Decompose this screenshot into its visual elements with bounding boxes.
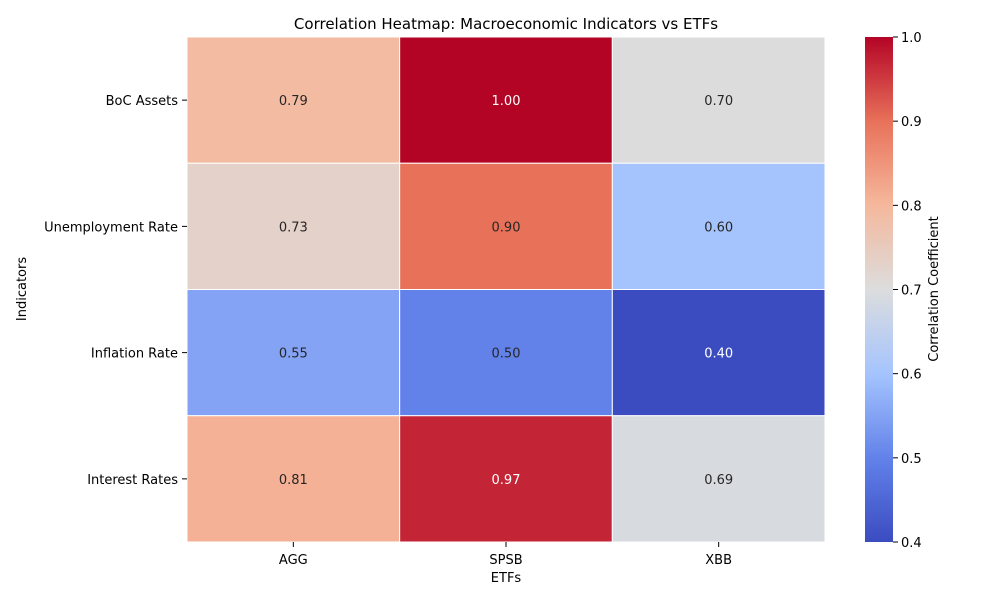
cell-value-label: 0.40 bbox=[704, 347, 733, 362]
heatmap-cell bbox=[186, 289, 401, 417]
x-axis-ticks: AGG SPSB XBB bbox=[279, 542, 732, 568]
heatmap-cells bbox=[186, 36, 826, 543]
colorbar bbox=[865, 37, 893, 542]
heatmap-cell bbox=[611, 415, 826, 543]
heatmap-cell bbox=[186, 36, 401, 164]
cell-value-label: 1.00 bbox=[492, 94, 521, 109]
heatmap-cell bbox=[399, 162, 613, 290]
colorbar-tick-label: 0.8 bbox=[901, 199, 922, 214]
heatmap-cell-labels: 0.79 1.00 0.70 0.73 0.90 0.60 0.55 0.50 0.40 0.81… bbox=[279, 94, 733, 488]
heatmap-cell bbox=[399, 289, 613, 417]
cell-value-label: 0.50 bbox=[492, 347, 521, 362]
x-tick-label: AGG bbox=[279, 553, 308, 568]
x-tick-label: XBB bbox=[705, 553, 732, 568]
y-tick-label: BoC Assets bbox=[106, 94, 179, 109]
heatmap-cell bbox=[186, 415, 401, 543]
heatmap-cell bbox=[186, 162, 401, 290]
y-tick-label: Interest Rates bbox=[87, 473, 178, 488]
colorbar-ticks: 0.4 0.5 0.6 0.7 0.8 0.9 1.0 bbox=[893, 31, 922, 551]
colorbar-tick-label: 1.0 bbox=[901, 31, 922, 46]
y-axis-label: Indicators bbox=[15, 257, 30, 321]
colorbar-label: Correlation Coefficient bbox=[927, 216, 942, 362]
cell-value-label: 0.69 bbox=[704, 473, 733, 488]
cell-value-label: 0.97 bbox=[492, 473, 521, 488]
heatmap-cell bbox=[399, 36, 613, 164]
colorbar-tick-label: 0.7 bbox=[901, 284, 922, 299]
cell-value-label: 0.55 bbox=[279, 347, 308, 362]
colorbar-tick-label: 0.6 bbox=[901, 368, 922, 383]
cell-value-label: 0.79 bbox=[279, 94, 308, 109]
cell-value-label: 0.81 bbox=[279, 473, 308, 488]
cell-value-label: 0.60 bbox=[704, 220, 733, 235]
cell-value-label: 0.70 bbox=[704, 94, 733, 109]
heatmap-cell bbox=[611, 36, 826, 164]
colorbar-tick-label: 0.4 bbox=[901, 536, 922, 551]
colorbar-tick-label: 0.5 bbox=[901, 452, 922, 467]
x-tick-label: SPSB bbox=[489, 553, 522, 568]
y-axis-ticks: BoC Assets Unemployment Rate Inflation Rat… bbox=[44, 94, 187, 488]
y-tick-label: Inflation Rate bbox=[91, 347, 178, 362]
colorbar-tick-label: 0.9 bbox=[901, 115, 922, 130]
chart-title: Correlation Heatmap: Macroeconomic Indic… bbox=[294, 15, 718, 33]
cell-value-label: 0.90 bbox=[492, 220, 521, 235]
cell-value-label: 0.73 bbox=[279, 220, 308, 235]
x-axis-label: ETFs bbox=[491, 571, 522, 586]
heatmap-cell bbox=[611, 162, 826, 290]
y-tick-label: Unemployment Rate bbox=[44, 220, 178, 235]
